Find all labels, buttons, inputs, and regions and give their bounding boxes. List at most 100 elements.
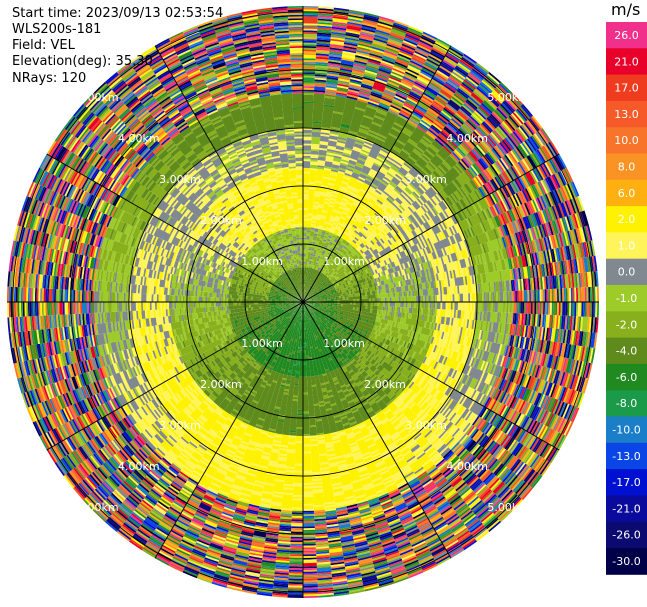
velocity-gate	[374, 34, 389, 41]
velocity-gate	[381, 58, 395, 65]
velocity-gate	[345, 169, 353, 176]
velocity-gate	[343, 216, 351, 226]
velocity-gate	[331, 210, 338, 218]
velocity-gate	[518, 176, 527, 189]
velocity-gate	[462, 157, 471, 168]
velocity-gate	[356, 48, 371, 54]
velocity-gate	[363, 207, 370, 212]
velocity-gate	[446, 51, 461, 62]
velocity-gate	[412, 84, 425, 93]
velocity-gate	[408, 92, 421, 100]
velocity-gate	[531, 135, 541, 149]
velocity-gate	[303, 237, 307, 240]
velocity-gate	[419, 38, 435, 46]
velocity-gate	[438, 65, 452, 75]
velocity-gate	[503, 212, 510, 224]
velocity-gate	[346, 215, 352, 220]
velocity-gate	[312, 208, 318, 216]
velocity-gate	[376, 26, 392, 33]
velocity-gate	[403, 103, 415, 111]
velocity-gate	[500, 269, 511, 282]
velocity-gate	[493, 191, 500, 203]
velocity-gate	[403, 74, 416, 82]
velocity-gate	[487, 218, 495, 230]
velocity-gate	[365, 305, 368, 309]
velocity-gate	[493, 215, 502, 228]
velocity-gate	[353, 143, 363, 150]
velocity-gate	[360, 264, 364, 268]
velocity-gate	[316, 49, 330, 53]
velocity-gate	[494, 302, 498, 313]
velocity-gate	[341, 155, 350, 162]
velocity-gate	[498, 201, 505, 213]
velocity-gate	[349, 9, 365, 15]
velocity-gate	[377, 71, 390, 78]
velocity-gate	[405, 296, 408, 302]
velocity-gate	[317, 295, 320, 298]
velocity-gate	[329, 50, 343, 55]
velocity-gate	[491, 178, 499, 190]
velocity-gate	[387, 80, 400, 88]
velocity-gate	[337, 85, 349, 90]
velocity-gate	[556, 302, 559, 316]
velocity-gate	[482, 302, 485, 312]
velocity-gate	[386, 231, 394, 239]
velocity-gate	[315, 266, 319, 271]
velocity-gate	[415, 47, 430, 56]
velocity-gate	[310, 229, 315, 232]
velocity-gate	[312, 270, 319, 281]
velocity-gate	[400, 80, 413, 88]
velocity-gate	[307, 213, 313, 216]
velocity-gate	[348, 87, 360, 92]
velocity-gate	[333, 241, 337, 245]
velocity-gate	[421, 215, 428, 223]
velocity-gate	[332, 243, 337, 247]
velocity-gate	[404, 285, 409, 292]
velocity-gate	[307, 189, 315, 214]
velocity-gate	[549, 175, 558, 190]
velocity-gate	[344, 206, 351, 212]
velocity-gate	[303, 73, 315, 76]
velocity-gate	[563, 185, 572, 200]
velocity-gate	[472, 90, 485, 102]
velocity-gate	[412, 110, 424, 118]
velocity-gate	[332, 18, 348, 24]
velocity-gate	[445, 294, 448, 302]
velocity-gate	[458, 161, 467, 171]
velocity-gate	[389, 228, 398, 237]
velocity-gate	[361, 210, 368, 215]
velocity-gate	[471, 132, 482, 143]
velocity-gate	[358, 41, 372, 47]
velocity-gate	[464, 170, 472, 181]
velocity-gate	[310, 149, 319, 152]
velocity-gate	[417, 250, 422, 258]
velocity-gate	[457, 200, 465, 210]
velocity-gate	[384, 226, 391, 233]
velocity-gate	[530, 153, 540, 167]
velocity-gate	[497, 291, 500, 302]
velocity-gate	[303, 145, 312, 151]
velocity-gate	[490, 131, 501, 144]
velocity-gate	[370, 91, 383, 98]
velocity-gate	[458, 284, 469, 294]
velocity-gate	[329, 225, 337, 234]
velocity-gate	[303, 293, 306, 302]
velocity-gate	[326, 154, 335, 158]
velocity-gate	[360, 150, 369, 156]
velocity-gate	[360, 268, 364, 272]
velocity-gate	[435, 302, 438, 309]
velocity-gate	[442, 294, 446, 302]
velocity-gate	[474, 176, 483, 187]
velocity-gate	[345, 33, 360, 38]
velocity-gate	[459, 107, 471, 117]
velocity-gate	[344, 38, 359, 44]
velocity-gate	[485, 97, 498, 109]
velocity-gate	[464, 78, 478, 89]
velocity-gate	[355, 55, 369, 60]
velocity-gate	[367, 220, 373, 226]
velocity-gate	[535, 167, 544, 181]
velocity-gate	[436, 94, 449, 104]
velocity-gate	[370, 298, 373, 302]
velocity-gate	[472, 163, 481, 175]
velocity-gate	[508, 291, 511, 302]
